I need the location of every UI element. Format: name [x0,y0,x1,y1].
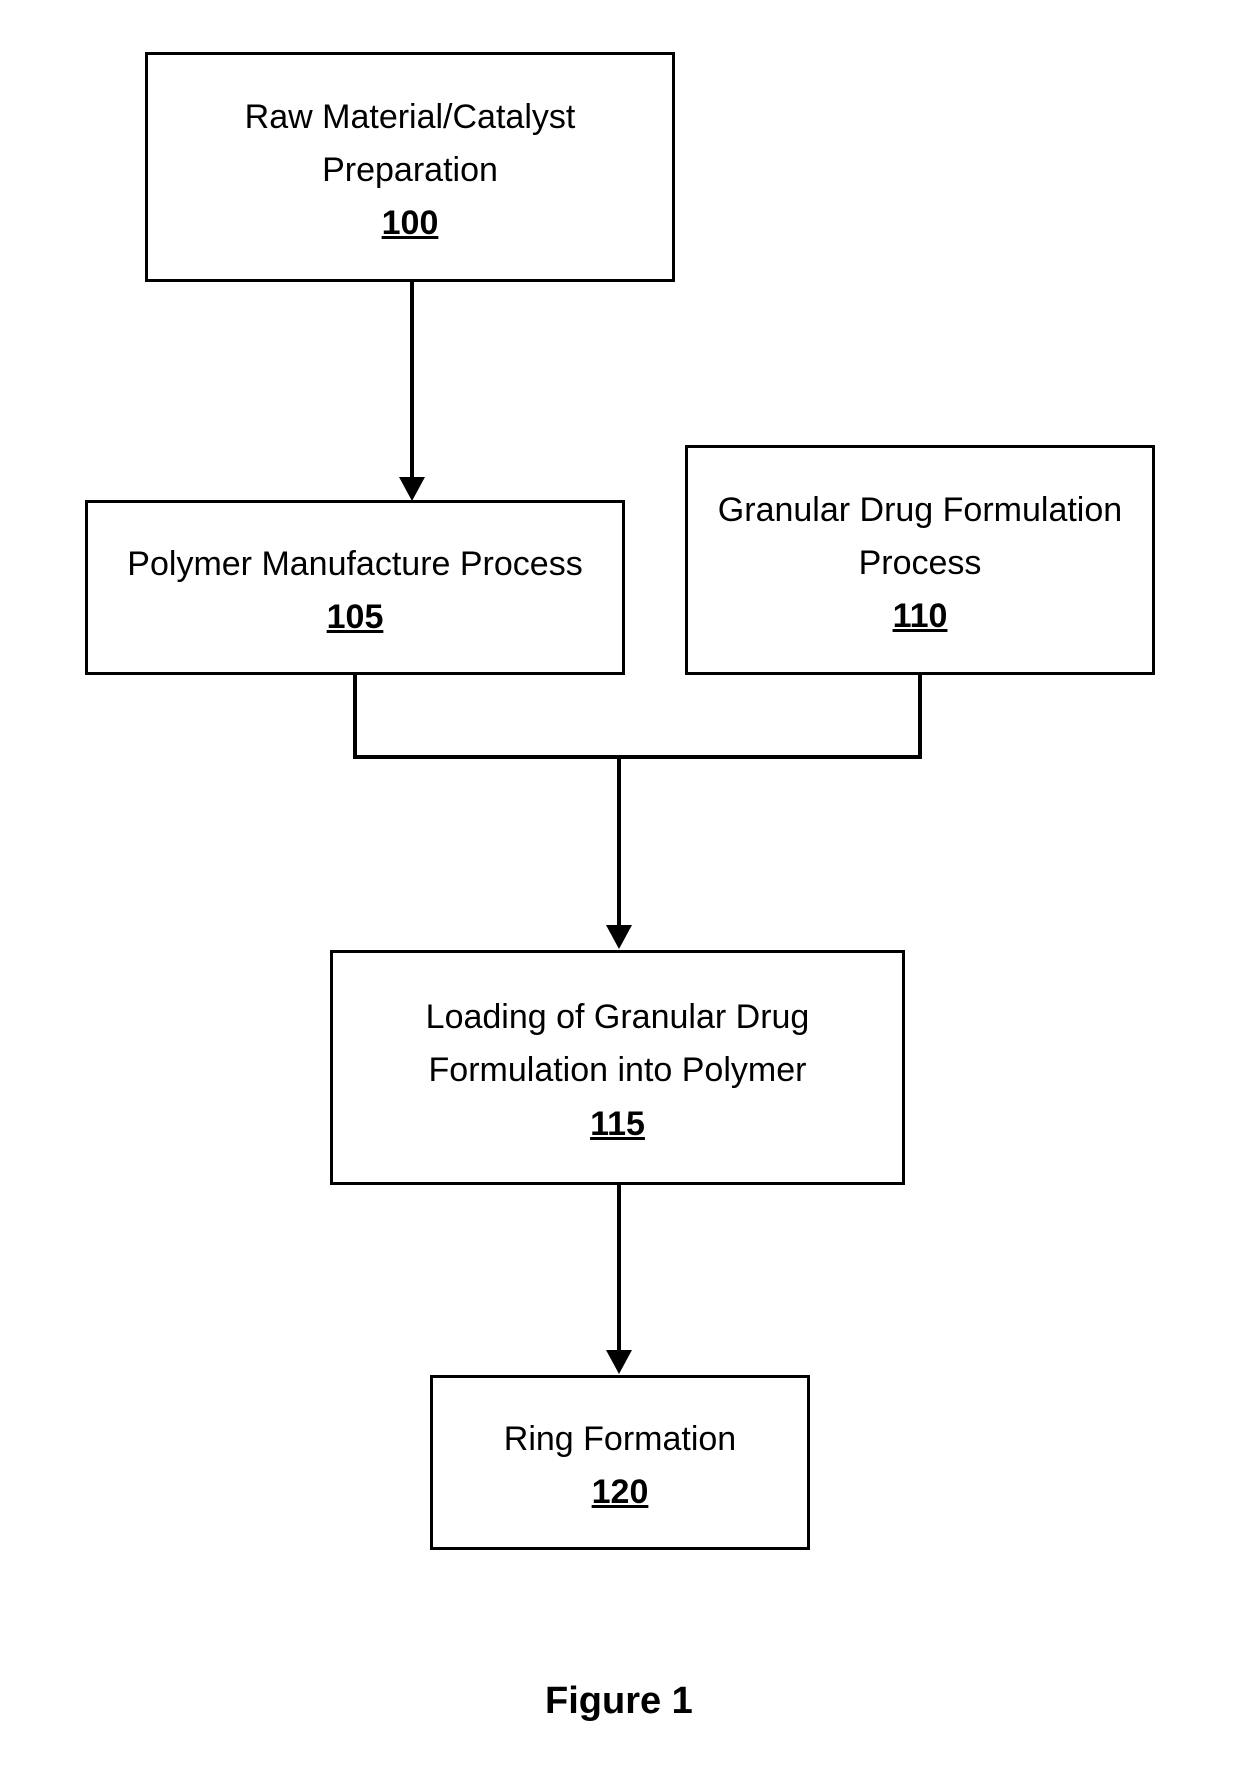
edge-segment [353,755,922,759]
node-label: Granular Drug Formulation Process [708,484,1132,589]
node-label: Polymer Manufacture Process [127,538,582,591]
arrow-head-icon [606,1350,632,1374]
flowchart-node-100: Raw Material/Catalyst Preparation 100 [145,52,675,282]
node-ref: 100 [382,204,439,243]
flowchart-node-110: Granular Drug Formulation Process 110 [685,445,1155,675]
node-label: Raw Material/Catalyst Preparation [168,91,652,196]
node-label: Ring Formation [504,1413,736,1466]
arrow-head-icon [399,477,425,501]
figure-caption: Figure 1 [545,1680,693,1723]
flowchart-node-120: Ring Formation 120 [430,1375,810,1550]
node-label: Loading of Granular Drug Formulation int… [353,991,882,1096]
node-ref: 105 [327,598,384,637]
edge-segment [617,1185,621,1350]
node-ref: 110 [893,597,948,636]
edge-segment [410,282,414,477]
arrow-head-icon [606,925,632,949]
edge-segment [353,675,357,757]
edge-segment [918,675,922,757]
flowchart-node-115: Loading of Granular Drug Formulation int… [330,950,905,1185]
edge-segment [617,755,621,925]
flowchart-container: Raw Material/Catalyst Preparation 100 Poly… [0,0,1240,1774]
node-ref: 120 [592,1473,649,1512]
node-ref: 115 [590,1105,645,1144]
flowchart-node-105: Polymer Manufacture Process 105 [85,500,625,675]
